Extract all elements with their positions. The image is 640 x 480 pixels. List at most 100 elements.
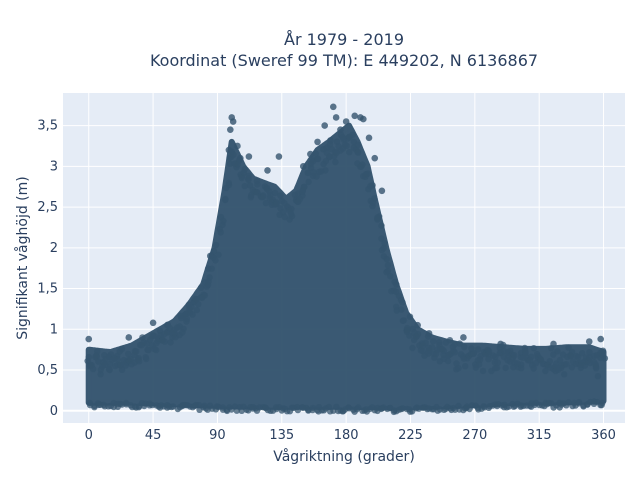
data-point [561, 371, 568, 378]
data-point [332, 158, 339, 166]
data-point [387, 273, 394, 280]
data-point [378, 187, 386, 195]
data-point [273, 200, 280, 208]
data-point [215, 251, 222, 258]
data-point [237, 154, 244, 162]
data-point [446, 337, 454, 344]
y-axis-title: Signifikant våghöjd (m) [14, 176, 31, 339]
data-point [288, 212, 296, 220]
data-point [599, 399, 606, 407]
data-point [192, 295, 199, 303]
data-point [259, 193, 267, 201]
data-point [167, 339, 174, 346]
data-point [206, 274, 213, 281]
x-axis-title: Vågriktning (grader) [273, 448, 415, 465]
data-point [409, 344, 416, 352]
data-point [406, 313, 414, 320]
data-point [288, 205, 295, 213]
x-tick-label: 90 [209, 428, 226, 443]
data-point [383, 255, 390, 263]
data-point [378, 235, 385, 242]
data-point [456, 340, 463, 347]
data-point [229, 118, 237, 125]
data-point [579, 350, 586, 357]
data-point [332, 114, 340, 121]
data-point [395, 292, 402, 300]
data-point [444, 357, 452, 365]
data-point [327, 137, 334, 144]
data-point [526, 357, 534, 364]
data-point [349, 131, 356, 138]
data-point [304, 169, 311, 177]
data-point [511, 352, 518, 359]
data-point [428, 344, 436, 351]
data-point [185, 301, 193, 309]
data-point [451, 341, 458, 348]
data-point [461, 343, 468, 351]
data-point [117, 361, 124, 369]
data-point [406, 332, 413, 339]
data-point [400, 317, 408, 324]
data-point [556, 356, 564, 364]
data-point [271, 189, 279, 197]
data-point [575, 354, 582, 361]
data-point [245, 153, 253, 160]
data-point [359, 161, 366, 168]
data-point [309, 406, 316, 414]
data-point [153, 346, 160, 354]
data-point [179, 329, 186, 336]
data-point [565, 344, 572, 351]
x-axis-tick-labels: 0 45 90 135 180 225 270 315 360 [85, 428, 616, 443]
data-point [234, 142, 241, 150]
data-point [208, 265, 215, 272]
data-point [376, 213, 383, 220]
y-tick-label: 1,5 [37, 282, 58, 297]
data-point [107, 351, 115, 358]
data-point [212, 241, 220, 249]
data-point [149, 319, 157, 327]
x-tick-label: 0 [85, 428, 93, 443]
data-point [546, 358, 553, 365]
y-tick-label: 3 [50, 159, 58, 174]
data-point [314, 138, 321, 146]
data-point [522, 347, 529, 355]
data-point [149, 332, 156, 339]
data-point [425, 330, 433, 337]
data-point [189, 311, 196, 318]
data-point [502, 364, 509, 372]
data-point [161, 338, 168, 345]
data-point [384, 262, 392, 269]
data-point [299, 163, 307, 170]
data-point [95, 358, 102, 365]
data-point [139, 334, 146, 341]
data-point [378, 222, 385, 229]
data-point [313, 173, 320, 180]
y-tick-label: 3,5 [37, 119, 58, 134]
data-point [476, 356, 484, 363]
data-point [241, 182, 248, 190]
x-tick-label: 315 [527, 428, 552, 443]
y-tick-label: 1 [50, 322, 58, 337]
y-tick-label: 0,5 [37, 363, 58, 378]
data-point [264, 167, 271, 174]
data-point [371, 195, 378, 202]
data-point [118, 366, 126, 373]
data-point [143, 355, 150, 363]
data-point [494, 359, 501, 366]
data-point [399, 299, 406, 306]
data-point [337, 126, 344, 133]
data-point [201, 292, 209, 299]
data-point [364, 170, 371, 177]
data-point [451, 349, 458, 356]
data-point [381, 240, 388, 247]
data-point [371, 154, 379, 162]
data-point [485, 348, 493, 355]
data-point [542, 367, 549, 375]
data-point [462, 363, 469, 370]
x-tick-label: 225 [398, 428, 423, 443]
data-point [597, 335, 604, 343]
data-point [238, 174, 245, 182]
data-point [585, 338, 593, 345]
data-point [307, 150, 314, 158]
